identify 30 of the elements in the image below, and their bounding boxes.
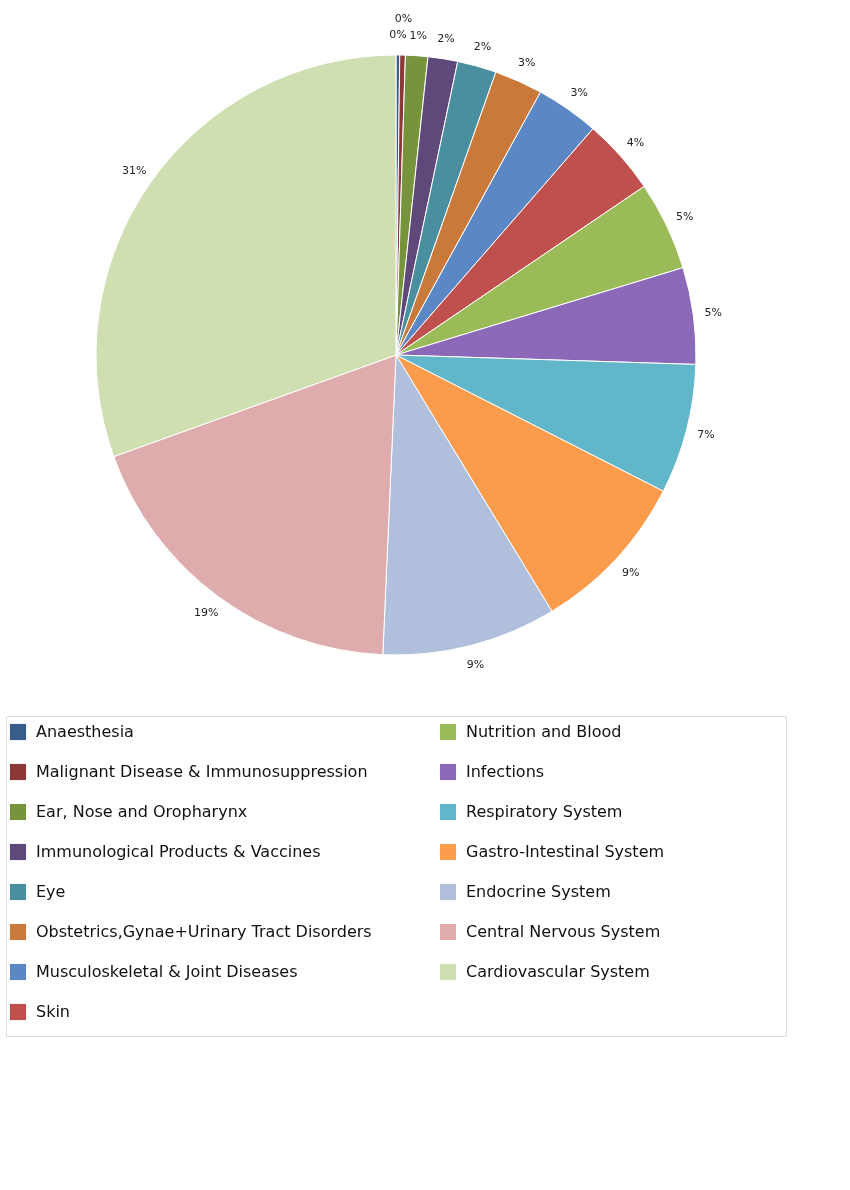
data-label: 0% [389,28,407,42]
legend-label: Cardiovascular System [466,962,650,981]
legend-label: Immunological Products & Vaccines [36,842,321,861]
data-label: 2% [473,39,492,53]
data-label: 7% [697,427,715,441]
legend-label: Ear, Nose and Oropharynx [36,802,248,821]
data-label: 5% [675,209,694,223]
data-label: 31% [121,164,147,177]
data-label: 4% [626,135,645,149]
legend-label: Infections [466,762,545,781]
data-label: 19% [194,605,219,619]
legend-label: Musculoskeletal & Joint Diseases [36,962,298,981]
legend-label: Eye [36,882,66,901]
legend-label: Central Nervous System [466,922,661,941]
legend-label: Skin [36,1002,71,1021]
data-label: 2% [437,31,455,45]
legend-label: Obstetrics,Gynae+Urinary Tract Disorders [36,922,372,941]
legend-label: Nutrition and Blood [466,722,622,741]
legend-label: Respiratory System [466,802,623,821]
legend-label: Endocrine System [466,882,611,901]
data-label: 3% [570,85,588,99]
data-label: 1% [409,28,427,42]
data-label: 9% [621,565,640,579]
legend-label: Gastro-Intestinal System [466,842,665,861]
legend-label: Anaesthesia [36,722,134,741]
data-label: 5% [704,305,722,319]
data-label: 3% [518,55,536,69]
legend-label: Malignant Disease & Immunosuppression [36,762,368,781]
data-label: 9% [466,657,485,671]
data-label: 0% [394,12,413,26]
